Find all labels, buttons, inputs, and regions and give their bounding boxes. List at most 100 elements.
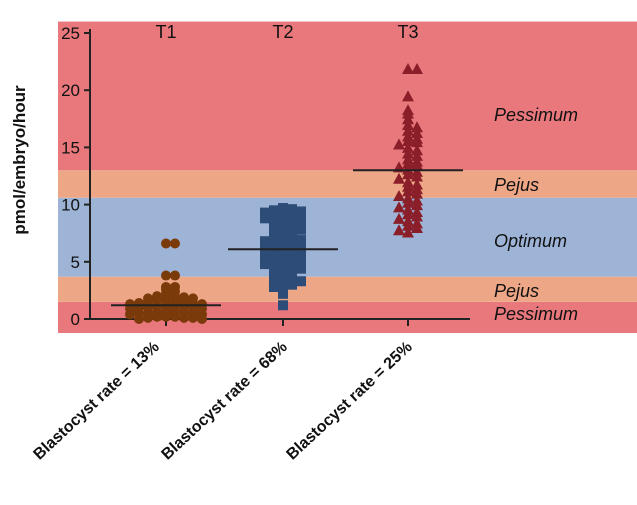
point-t3-48	[402, 219, 414, 231]
zone-label-optimum: Optimum	[494, 231, 567, 251]
group-label-t2: T2	[272, 22, 293, 42]
point-t3-9	[411, 127, 423, 139]
zone-labels: Pessimum Pejus Optimum Pejus Pessimum	[494, 105, 578, 324]
zone-band-4	[58, 21, 637, 171]
point-t1-54	[197, 314, 207, 324]
point-t2-12	[269, 216, 279, 227]
point-t3-49	[411, 221, 423, 233]
point-t2-45	[260, 259, 270, 270]
point-t1-50	[179, 312, 189, 323]
point-t2-62	[278, 300, 288, 311]
point-t2-37	[287, 249, 297, 260]
point-t2-4	[260, 207, 270, 218]
point-t3-21	[402, 157, 414, 169]
point-t3-38	[402, 196, 414, 208]
point-t2-36	[278, 248, 288, 259]
point-t3-12	[402, 135, 414, 147]
point-t2-17	[296, 224, 306, 235]
point-t2-8	[296, 212, 306, 223]
point-t2-47	[287, 261, 297, 272]
point-t2-41	[278, 254, 288, 265]
point-t2-13	[296, 217, 306, 228]
point-t3-35	[393, 189, 405, 201]
zone-band-2	[58, 197, 637, 277]
point-t2-14	[278, 220, 288, 231]
point-t2-44	[296, 257, 306, 268]
point-t3-1	[411, 62, 423, 74]
point-t3-15	[402, 141, 414, 153]
point-t3-44	[411, 210, 423, 222]
point-t2-21	[278, 231, 288, 242]
point-t2-10	[278, 214, 288, 225]
point-t2-43	[269, 256, 279, 267]
category-label-t1: Blastocyst rate = 13%	[30, 338, 162, 463]
point-t3-14	[393, 138, 405, 150]
point-t2-42	[287, 255, 297, 266]
point-t2-29	[296, 240, 306, 251]
point-t2-24	[296, 235, 306, 246]
zone-label-pejus-top: Pejus	[494, 175, 539, 195]
point-t1-51	[143, 312, 153, 323]
point-t1-49	[152, 311, 162, 322]
point-t2-50	[278, 265, 288, 276]
point-t2-48	[269, 262, 279, 273]
point-t3-7	[411, 121, 423, 133]
point-t1-52	[188, 312, 198, 323]
point-t2-25	[260, 236, 270, 247]
point-t1-2	[161, 270, 171, 281]
point-t1-47	[161, 311, 171, 322]
point-t2-57	[278, 277, 288, 288]
category-labels: Blastocyst rate = 13% Blastocyst rate = …	[30, 338, 415, 463]
point-t2-61	[278, 288, 288, 299]
point-t2-31	[278, 243, 288, 254]
y-tick-label-0: 0	[71, 310, 80, 329]
y-ticks: 0 5 10 15 20 25	[61, 24, 409, 329]
point-t3-43	[402, 208, 414, 220]
point-t2-33	[269, 245, 279, 256]
point-t3-16	[411, 144, 423, 156]
point-t2-51	[287, 268, 297, 279]
point-t2-40	[260, 253, 270, 264]
point-t3-4	[402, 107, 414, 119]
point-t3-0	[402, 62, 414, 74]
zone-label-pejus-bottom: Pejus	[494, 281, 539, 301]
point-t2-30	[260, 241, 270, 252]
point-t3-51	[402, 226, 414, 238]
point-t2-23	[269, 233, 279, 244]
point-t1-1	[170, 238, 180, 249]
point-t2-22	[287, 232, 297, 243]
point-t2-2	[269, 205, 279, 216]
point-t2-1	[287, 204, 297, 215]
point-t1-48	[170, 311, 180, 322]
y-tick-label-10: 10	[61, 196, 80, 215]
point-t2-28	[269, 239, 279, 250]
category-label-t2: Blastocyst rate = 68%	[158, 338, 290, 463]
point-t1-3	[170, 270, 180, 281]
y-tick-label-20: 20	[61, 81, 80, 100]
point-t3-22	[411, 159, 423, 171]
point-t3-18	[411, 149, 423, 161]
point-t3-13	[411, 136, 423, 148]
point-t3-28	[393, 172, 405, 184]
point-t2-39	[296, 252, 306, 263]
point-t2-56	[296, 276, 306, 287]
point-t3-40	[393, 201, 405, 213]
y-tick-label-25: 25	[61, 24, 80, 43]
point-t2-27	[287, 238, 297, 249]
mean-lines	[111, 169, 463, 307]
point-t2-3	[296, 206, 306, 217]
point-t2-9	[260, 213, 270, 224]
zone-band-3	[58, 170, 637, 198]
point-t3-5	[402, 113, 414, 125]
point-t1-43	[125, 309, 135, 320]
point-t3-50	[393, 224, 405, 236]
point-t2-0	[278, 203, 288, 214]
point-t2-6	[287, 209, 297, 220]
point-t2-15	[287, 222, 297, 233]
point-t3-45	[393, 212, 405, 224]
point-t2-59	[269, 281, 279, 292]
point-t2-11	[287, 215, 297, 226]
point-t3-8	[402, 124, 414, 136]
point-t2-16	[269, 223, 279, 234]
